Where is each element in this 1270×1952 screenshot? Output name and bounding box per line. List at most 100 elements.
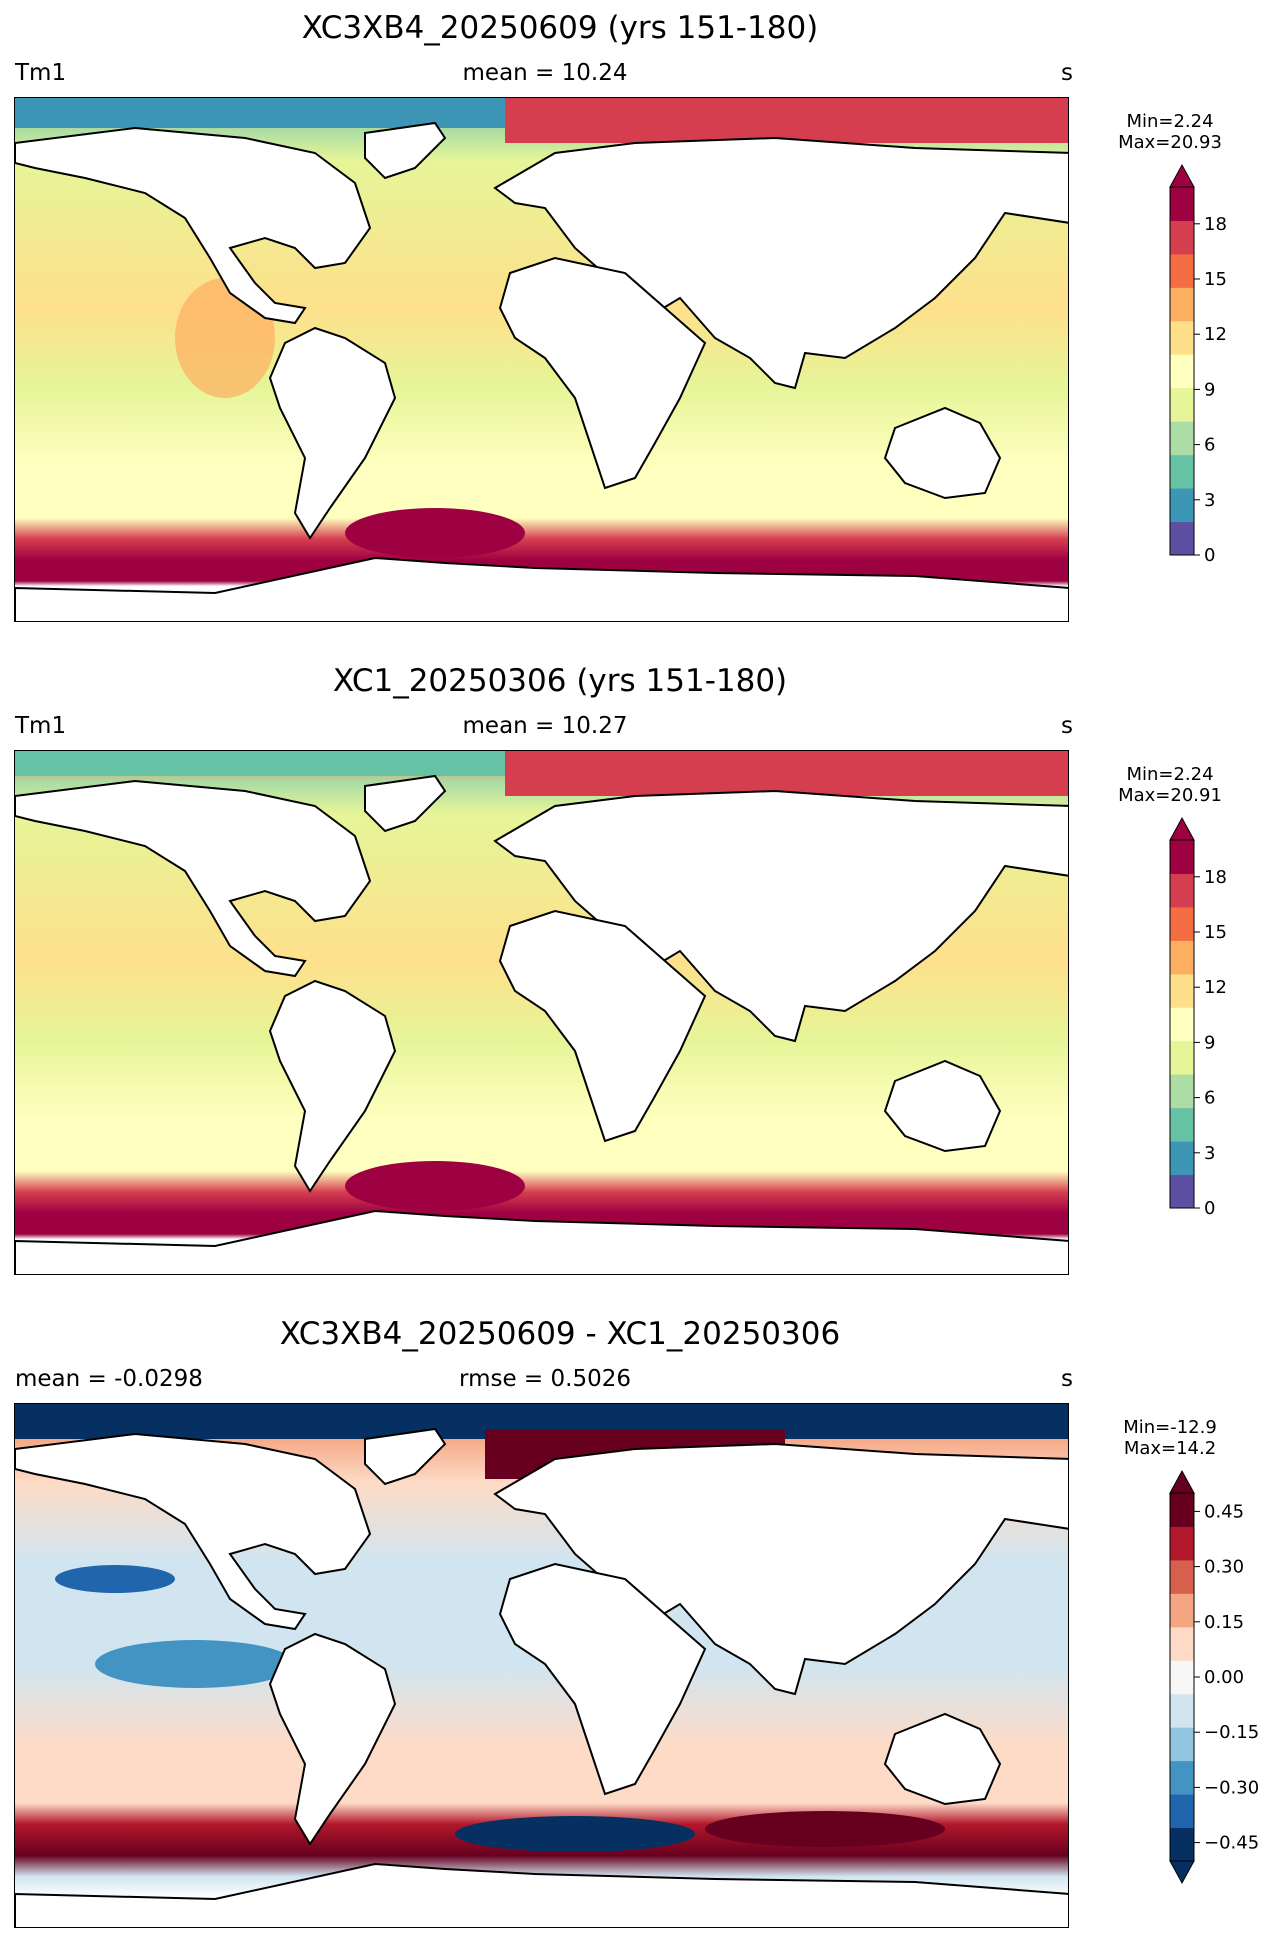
colorbar-segment <box>1170 1727 1194 1762</box>
south-america-land <box>268 326 397 540</box>
colorbar-segment <box>1170 1141 1194 1176</box>
colorbar-tick-label: 0.15 <box>1204 1612 1244 1633</box>
colorbar-segment <box>1170 1174 1194 1209</box>
mean-label: mean = 10.27 <box>462 713 628 739</box>
colorbar-segment <box>1170 940 1194 975</box>
min-value: Min=2.24 <box>1126 764 1214 785</box>
rmse-label: rmse = 0.5026 <box>459 1366 631 1392</box>
antarctica-land <box>15 1209 1068 1274</box>
map-plot <box>14 1403 1069 1928</box>
colorbar-segment <box>1170 873 1194 908</box>
min-value: Min=2.24 <box>1126 111 1214 132</box>
nordic-high-region <box>505 751 1068 796</box>
colorbar-segment <box>1170 320 1194 355</box>
colorbar-segment <box>1170 840 1194 874</box>
variable-label: Tm1 <box>15 60 67 86</box>
colorbar-segment <box>1170 253 1194 288</box>
colorbar-tick-label: 3 <box>1204 1143 1215 1164</box>
southern-negative-anomaly <box>455 1816 695 1852</box>
max-value: Max=20.93 <box>1118 132 1222 153</box>
colorbar-segment <box>1170 1559 1194 1594</box>
colorbar-tick-label: 18 <box>1204 867 1227 888</box>
colorbar-segment <box>1170 1794 1194 1829</box>
colorbar-tick-label: 3 <box>1204 490 1215 511</box>
panel-title: XC3XB4_20250609 (yrs 151-180) <box>301 10 819 46</box>
antarctica-land <box>15 1862 1068 1927</box>
map-canvas <box>15 98 1068 621</box>
africa-land <box>498 909 707 1143</box>
landmasses <box>15 774 1068 1274</box>
min-max-label: Min=2.24 Max=20.93 <box>1085 111 1255 153</box>
map-canvas <box>15 1404 1068 1927</box>
colorbar-extend-min <box>1169 1860 1195 1885</box>
colorbar-segment <box>1170 1493 1194 1527</box>
colorbar-segment <box>1170 287 1194 322</box>
colorbar: 0 3 6 9 12 15 18 <box>1140 816 1270 1238</box>
colorbar-frame <box>1169 839 1195 1209</box>
colorbar: 0 3 6 9 12 15 18 <box>1140 163 1270 585</box>
colorbar-extend-max <box>1169 1469 1195 1494</box>
mean-label: mean = 10.24 <box>462 60 628 86</box>
colorbar-extend-max <box>1169 163 1195 188</box>
map-plot <box>14 750 1069 1275</box>
colorbar-tick-label: 6 <box>1204 1088 1215 1109</box>
north-america-land <box>15 1432 372 1631</box>
pacific-negative-anomaly <box>55 1565 175 1593</box>
north-america-land <box>15 779 372 978</box>
colorbar-tick-label: 9 <box>1204 1032 1215 1053</box>
colorbar-segment <box>1170 1760 1194 1795</box>
units-label: s <box>1061 713 1073 739</box>
africa-land <box>498 1562 707 1796</box>
colorbar-tick-label: 0.00 <box>1204 1667 1244 1688</box>
colorbar-canvas: 0 3 6 9 12 15 18 <box>1169 163 1227 566</box>
colorbar-canvas: −0.45 −0.30 −0.15 0.00 0.15 0.30 0.45 <box>1169 1469 1259 1885</box>
colorbar-tick-label: 6 <box>1204 435 1215 456</box>
colorbar-segment <box>1170 1593 1194 1628</box>
panel-xc1: XC1_20250306 (yrs 151-180) Tm1 mean = 10… <box>0 653 1270 1299</box>
australia-land <box>883 1712 1002 1806</box>
north-america-land <box>15 126 372 325</box>
colorbar-segment <box>1170 521 1194 556</box>
greenland-land <box>364 1427 447 1486</box>
colorbar-segment <box>1170 906 1194 941</box>
variable-label: Tm1 <box>15 713 67 739</box>
south-america-land <box>268 979 397 1193</box>
colorbar-tick-label: 0.45 <box>1204 1501 1244 1522</box>
units-label: s <box>1061 1366 1073 1392</box>
colorbar-segment <box>1170 1693 1194 1728</box>
southern-ocean-high <box>345 508 525 558</box>
colorbar-canvas: 0 3 6 9 12 15 18 <box>1169 816 1227 1219</box>
colorbar-tick-label: −0.15 <box>1204 1722 1259 1743</box>
landmasses <box>15 121 1068 621</box>
colorbar-segment <box>1170 220 1194 255</box>
colorbar-segment <box>1170 187 1194 221</box>
panel-title: XC1_20250306 (yrs 151-180) <box>332 663 788 699</box>
greenland-land <box>364 121 447 180</box>
mean-label: mean = -0.0298 <box>15 1366 203 1392</box>
max-value: Max=14.2 <box>1123 1438 1217 1459</box>
australia-land <box>883 1059 1002 1153</box>
colorbar-frame <box>1169 186 1195 556</box>
africa-land <box>498 256 707 490</box>
colorbar: −0.45 −0.30 −0.15 0.00 0.15 0.30 0.45 <box>1140 1469 1270 1891</box>
colorbar-tick-label: 9 <box>1204 379 1215 400</box>
colorbar-segment <box>1170 1526 1194 1561</box>
colorbar-tick-label: −0.30 <box>1204 1777 1259 1798</box>
greenland-land <box>364 774 447 833</box>
colorbar-tick-label: 15 <box>1204 922 1227 943</box>
southern-positive-anomaly <box>705 1811 945 1847</box>
colorbar-segment <box>1170 1040 1194 1075</box>
colorbar-tick-label: 0.30 <box>1204 1557 1244 1578</box>
south-america-land <box>268 1632 397 1846</box>
nordic-high-region <box>505 98 1068 143</box>
colorbar-segment <box>1170 488 1194 523</box>
map-plot <box>14 97 1069 622</box>
colorbar-segment <box>1170 1626 1194 1661</box>
arctic-low-region <box>15 98 505 128</box>
colorbar-segment <box>1170 454 1194 489</box>
colorbar-segment <box>1170 1107 1194 1142</box>
colorbar-segment <box>1170 387 1194 422</box>
colorbar-tick-label: 15 <box>1204 269 1227 290</box>
units-label: s <box>1061 60 1073 86</box>
landmasses <box>15 1427 1068 1927</box>
